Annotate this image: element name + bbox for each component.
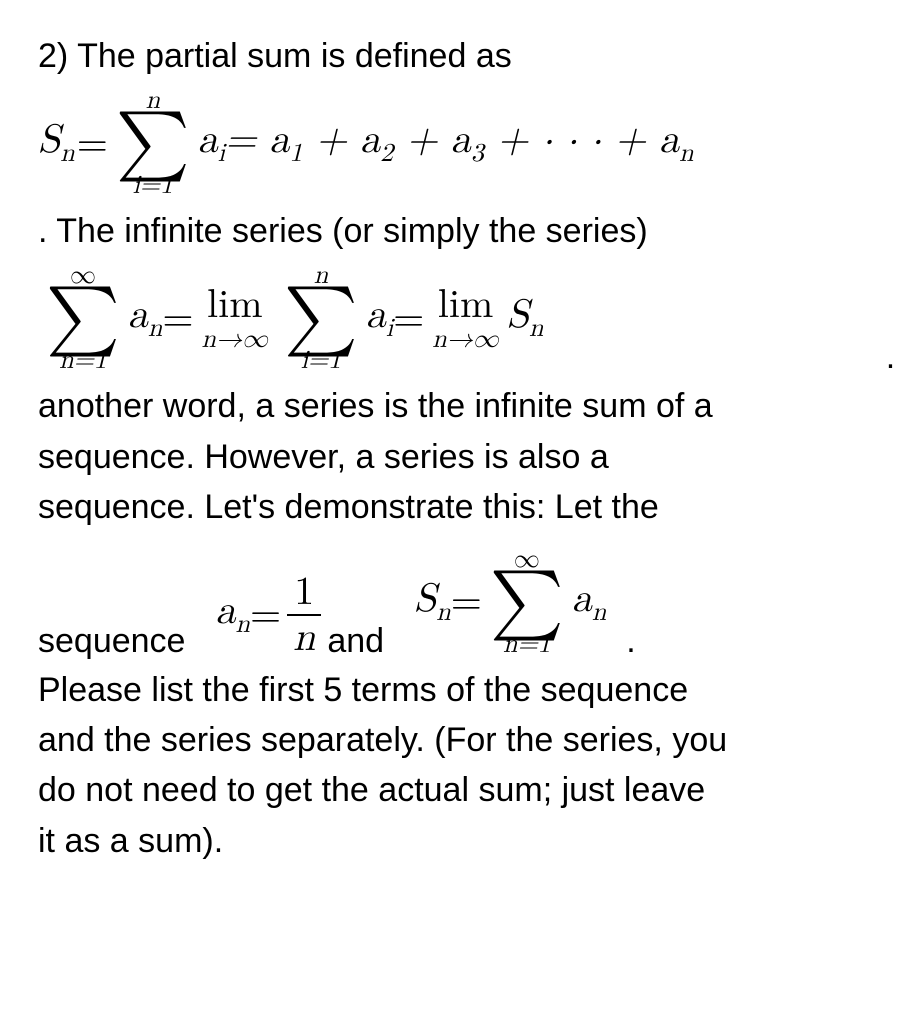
lim-2-bot: n→∞	[432, 327, 498, 353]
sigma-2-symbol: ∑	[46, 287, 120, 350]
equals-3: =	[393, 299, 424, 339]
intro-line-1: 2) The partial sum is defined as	[38, 34, 905, 78]
sigma-3-symbol: ∑	[284, 287, 358, 350]
lim-2-top: lim	[438, 285, 494, 325]
sigma-4-symbol: ∑	[490, 571, 564, 634]
equals-4: =	[250, 595, 281, 635]
sub-n: n	[60, 141, 74, 167]
word-and: and	[327, 624, 384, 658]
sub-3: 3	[471, 141, 484, 167]
para1-line2: sequence. However, a series is also a	[38, 435, 905, 479]
sym-S: S	[38, 120, 60, 160]
sub-n6: n	[436, 600, 450, 626]
lim-1-top: lim	[207, 285, 263, 325]
intro-line-2: . The infinite series (or simply the ser…	[38, 209, 905, 253]
equation-infinite-series: ∞ ∑ n=1 an = lim n→∞ n ∑ i=1 ai = lim n→…	[38, 263, 905, 374]
sub-n2: n	[679, 141, 693, 167]
frac-den: n	[287, 618, 321, 658]
trailing-dot: .	[626, 624, 635, 658]
sub-n4: n	[529, 316, 543, 342]
sub-n3: n	[148, 316, 162, 342]
equals-2: =	[162, 299, 193, 339]
sub-i2: i	[386, 316, 393, 342]
frac-num: 1	[288, 572, 320, 612]
lim-2: lim n→∞	[432, 285, 498, 353]
para1-line3: sequence. Let's demonstrate this: Let th…	[38, 485, 905, 529]
sigma-4: ∞ ∑ n=1	[490, 547, 564, 658]
equals-1: =	[77, 124, 108, 164]
sym-ai2: a	[366, 295, 386, 335]
lim-1: lim n→∞	[202, 285, 268, 353]
sub-n5: n	[235, 612, 249, 638]
plus-a3: + a	[406, 120, 470, 160]
sigma-2-bot: n=1	[59, 348, 107, 374]
para2-line4: it as a sum).	[38, 819, 905, 863]
para2-line1: Please list the first 5 terms of the seq…	[38, 668, 905, 712]
sigma-2: ∞ ∑ n=1	[46, 263, 120, 374]
plus-a2: + a	[316, 120, 380, 160]
sigma-1-symbol: ∑	[116, 112, 190, 175]
rhs-start: = a	[225, 120, 289, 160]
sigma-3: n ∑ i=1	[284, 263, 358, 374]
sigma-3-bot: i=1	[301, 348, 341, 374]
equation-partial-sum: Sn = n ∑ i=1 ai = a1 + a2 + a3 + · · · +…	[38, 88, 905, 199]
para2-line2: and the series separately. (For the seri…	[38, 718, 905, 762]
sym-Sn2: S	[414, 579, 436, 619]
sub-1: 1	[289, 141, 302, 167]
sub-2: 2	[380, 141, 393, 167]
equals-5: =	[451, 582, 482, 622]
sym-ai: a	[198, 120, 218, 160]
sym-an3: a	[215, 591, 235, 631]
sigma-1-bot: i=1	[133, 173, 173, 199]
plus-dots-an: + · · · + a	[497, 120, 679, 160]
sub-i: i	[218, 141, 225, 167]
para1-line1: another word, a series is the infinite s…	[38, 384, 905, 428]
sym-an: a	[128, 295, 148, 335]
sub-n7: n	[592, 600, 606, 626]
sym-Sn: S	[507, 295, 529, 335]
fraction-1-over-n: 1 n	[287, 572, 321, 658]
sym-an4: a	[572, 579, 592, 619]
trailing-in: . In	[886, 340, 905, 374]
lim-1-bot: n→∞	[202, 327, 268, 353]
para2-line3: do not need to get the actual sum; just …	[38, 768, 905, 812]
sigma-4-bot: n=1	[503, 632, 551, 658]
sigma-1: n ∑ i=1	[116, 88, 190, 199]
word-sequence: sequence	[38, 624, 185, 658]
equation-example: sequence an = 1 n and Sn = ∞ ∑ n=1 an .	[38, 547, 905, 658]
frac-bar	[287, 614, 321, 616]
